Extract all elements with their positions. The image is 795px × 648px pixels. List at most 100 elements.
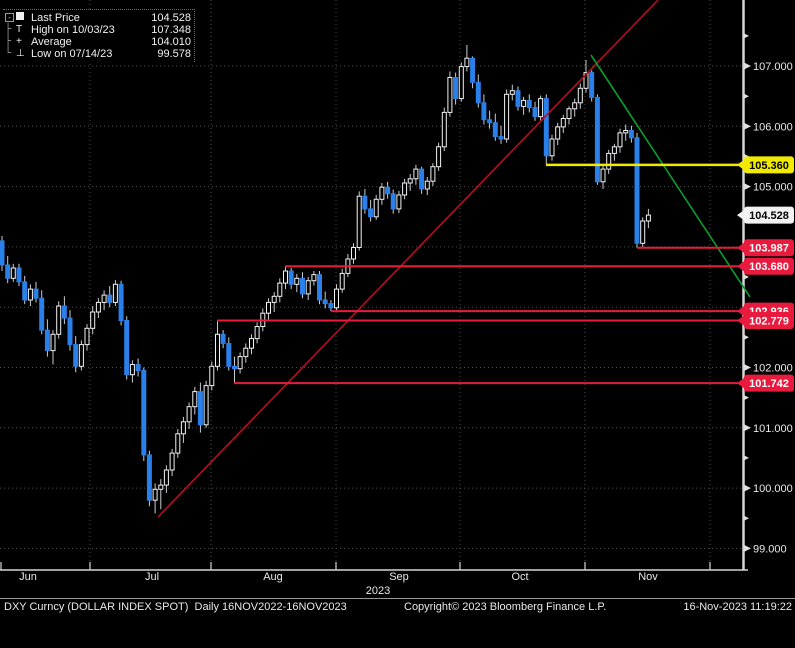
rising-support-trendline[interactable]: [157, 0, 659, 518]
candle-body: [203, 385, 209, 426]
candle-body: [509, 90, 515, 95]
candle-body: [532, 107, 538, 118]
candle-body: [107, 294, 113, 303]
candle-body: [458, 66, 464, 100]
candle-body: [209, 365, 215, 387]
y-axis-tick: [744, 62, 751, 70]
candle-body: [396, 194, 402, 210]
candle-body: [555, 126, 561, 140]
price-badge-101.742: 101.742: [737, 374, 794, 392]
footer-divider: [0, 598, 795, 599]
candle-body: [617, 132, 623, 148]
candle-body: [283, 270, 288, 284]
candle-body: [135, 364, 141, 371]
legend-value: 104.528: [151, 12, 191, 24]
candle-body: [339, 272, 345, 290]
candle-body: [266, 301, 271, 314]
candle-body: [294, 277, 300, 285]
candle-body: [589, 72, 595, 98]
candle-body: [163, 469, 169, 486]
y-axis-tick: [744, 544, 751, 552]
y-axis-tick: [744, 122, 751, 130]
candle-body: [254, 326, 260, 340]
legend-label: Last Price: [31, 12, 80, 24]
price-badge-105.36: 105.360: [737, 156, 794, 174]
price-badge-102.779: 102.779: [737, 312, 794, 329]
legend-expander-icon[interactable]: -: [5, 13, 14, 22]
bloomberg-chart-window: { "legend": { "expander": "-", "tree": […: [0, 0, 795, 614]
price-chart[interactable]: 107.000 106.000 105.000 102.000 101.000 100.0…: [0, 0, 795, 572]
candle-body: [606, 152, 612, 170]
candle-body: [237, 356, 243, 370]
candle-body: [583, 72, 589, 89]
candle-body: [305, 280, 311, 295]
candle-body: [118, 283, 124, 321]
x-axis-month-labels: Jun Jul Aug Sep Oct Nov: [0, 571, 795, 585]
candle-body: [611, 146, 617, 154]
candle-body: [424, 180, 430, 190]
candle-body: [492, 122, 498, 138]
svg-text:105.360: 105.360: [749, 160, 789, 172]
y-axis-label: 106.000: [753, 121, 793, 133]
candle-body: [192, 391, 198, 408]
month-label-Aug: Aug: [263, 571, 283, 583]
chart-legend[interactable]: - Last Price 104.528 ├ T High on 10/03/2…: [3, 9, 195, 62]
candle-body: [39, 297, 45, 331]
legend-label: Low on 07/14/23: [31, 48, 113, 60]
svg-text:103.987: 103.987: [749, 243, 789, 255]
candle-body: [317, 274, 322, 301]
candle-body: [628, 130, 634, 139]
candle-body: [407, 178, 413, 184]
candle-body: [124, 320, 130, 376]
month-label-Nov: Nov: [638, 571, 658, 583]
candle-body: [112, 283, 118, 303]
legend-row-low[interactable]: └ ⊥ Low on 07/14/23 99.578: [5, 48, 191, 60]
candle-body: [56, 305, 62, 335]
month-label-Jul: Jul: [144, 571, 160, 583]
candle-body: [526, 99, 532, 109]
timestamp: 16-Nov-2023 11:19:22: [683, 601, 792, 613]
y-axis-tick: [744, 334, 749, 340]
y-axis-tick: [744, 274, 749, 280]
month-label-Jun: Jun: [19, 571, 37, 583]
candle-body: [413, 168, 419, 180]
candle-body: [645, 214, 651, 222]
candle-body: [566, 108, 572, 120]
legend-row-average[interactable]: ├ + Average 104.010: [5, 36, 191, 48]
candle-body: [152, 488, 158, 501]
candle-body: [84, 327, 90, 346]
price-badge-103.68: 103.680: [737, 257, 794, 275]
average-marker-icon: +: [16, 36, 22, 47]
candle-body: [10, 267, 16, 279]
candle-body: [328, 303, 334, 309]
legend-row-last-price[interactable]: - Last Price 104.528: [5, 12, 191, 24]
candle-body: [390, 193, 396, 210]
candle-body: [379, 186, 385, 200]
candle-body: [22, 281, 28, 301]
status-bar: DXY Curncy (DOLLAR INDEX SPOT) Daily 16N…: [0, 600, 795, 614]
y-axis-label: 101.000: [753, 423, 793, 435]
legend-row-high[interactable]: ├ T High on 10/03/23 107.348: [5, 24, 191, 36]
candle-body: [73, 344, 79, 367]
candle-body: [33, 288, 39, 299]
candle-body: [322, 299, 328, 305]
y-axis-label: 102.000: [753, 363, 793, 375]
candle-body: [50, 333, 56, 352]
candle-body: [61, 305, 67, 319]
candle-body: [16, 267, 22, 283]
candle-body: [158, 484, 164, 490]
y-axis-tick: [744, 33, 749, 39]
candle-body: [351, 247, 356, 260]
candle-body: [453, 77, 459, 100]
candle-body: [271, 295, 277, 303]
candle-body: [385, 186, 391, 195]
y-axis-tick: [744, 424, 751, 432]
candle-body: [226, 342, 232, 367]
y-axis-label: 99.000: [753, 543, 787, 555]
candle-body: [0, 240, 5, 266]
candle-body: [441, 111, 447, 148]
y-axis-label: 105.000: [753, 182, 793, 194]
candle-body: [373, 198, 379, 218]
falling-resistance-trendline[interactable]: [590, 54, 751, 298]
candle-body: [5, 264, 11, 279]
